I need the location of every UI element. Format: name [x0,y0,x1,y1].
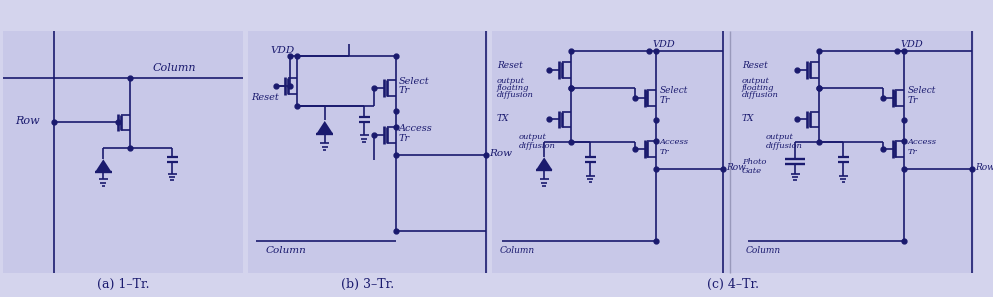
Text: output: output [496,77,525,85]
Text: Column: Column [499,246,535,255]
Bar [492,31,974,273]
Text: TX: TX [496,114,509,123]
Text: Access: Access [908,138,936,146]
Text: Photo: Photo [742,158,767,166]
Polygon shape [95,159,111,172]
Text: Row: Row [490,149,512,158]
Text: diffusion: diffusion [742,91,779,99]
Text: Select: Select [398,77,429,86]
Polygon shape [317,121,333,134]
Text: Reset: Reset [251,93,279,102]
Text: VDD: VDD [652,40,675,49]
Text: Column: Column [746,246,781,255]
Text: Access: Access [398,124,432,133]
Text: TX: TX [742,114,755,123]
Text: diffusion: diffusion [496,91,534,99]
Bar [248,31,489,273]
Text: Row: Row [975,163,993,172]
Text: (b) 3–Tr.: (b) 3–Tr. [342,278,394,291]
Text: output: output [518,133,546,141]
Text: floating: floating [496,84,529,92]
Text: Tr: Tr [908,96,918,105]
Text: Row: Row [726,163,746,172]
Text: output: output [742,77,770,85]
Text: Row: Row [15,116,40,127]
Polygon shape [536,157,552,170]
Text: Reset: Reset [742,61,768,70]
Text: Column: Column [266,246,307,255]
Text: Column: Column [153,63,196,73]
Text: diffusion: diffusion [518,142,555,150]
Text: Gate: Gate [742,167,762,175]
Text: Tr: Tr [659,96,669,105]
Text: VDD: VDD [271,46,295,55]
Text: output: output [766,133,793,141]
Text: floating: floating [742,84,775,92]
Text: Reset: Reset [496,61,522,70]
Text: Tr: Tr [398,134,410,143]
Text: diffusion: diffusion [766,142,802,150]
Text: Select: Select [659,86,688,95]
Text: (c) 4–Tr.: (c) 4–Tr. [707,278,759,291]
Text: Tr: Tr [908,148,917,156]
Text: VDD: VDD [901,40,923,49]
Text: (a) 1–Tr.: (a) 1–Tr. [96,278,149,291]
Text: Select: Select [908,86,935,95]
Text: Access: Access [659,138,688,146]
Text: Tr: Tr [398,86,410,95]
Text: Tr: Tr [659,148,669,156]
Bar [3,31,243,273]
